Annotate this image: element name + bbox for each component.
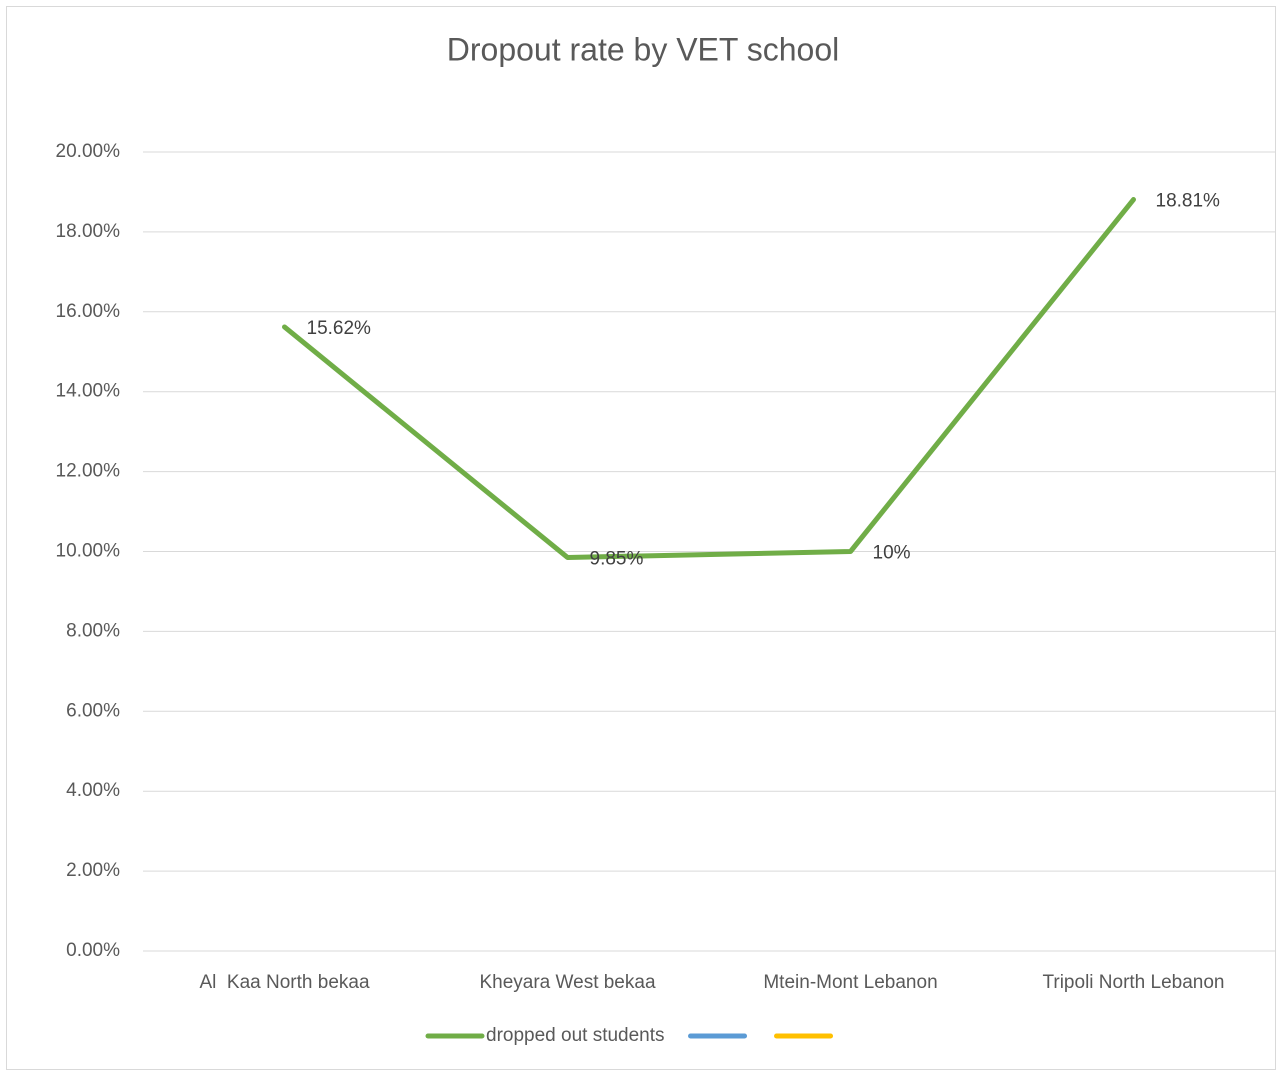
data-label: 9.85% bbox=[590, 549, 644, 570]
data-label: 15.62% bbox=[307, 318, 372, 339]
line bbox=[282, 197, 1136, 560]
data-label: 18.81% bbox=[1156, 191, 1221, 212]
x-tick-label: Mtein-Mont Lebanon bbox=[763, 972, 937, 993]
y-tick-label: 14.00% bbox=[56, 381, 121, 402]
y-tick-label: 16.00% bbox=[56, 301, 121, 322]
chart-border bbox=[6, 6, 1276, 1070]
y-tick-label: 20.00% bbox=[56, 141, 121, 162]
legend-label: dropped out students bbox=[486, 1025, 665, 1046]
y-tick-label: 12.00% bbox=[56, 461, 121, 482]
y-tick-label: 8.00% bbox=[66, 620, 120, 641]
chart-title: Dropout rate by VET school bbox=[447, 31, 840, 67]
y-tick-label: 0.00% bbox=[66, 940, 120, 961]
data-label: 10% bbox=[873, 543, 911, 564]
x-tick-label: Kheyara West bekaa bbox=[479, 972, 655, 993]
x-tick-label: Tripoli North Lebanon bbox=[1042, 972, 1224, 993]
x-tick-label: Al Kaa North bekaa bbox=[199, 972, 369, 993]
y-tick-label: 4.00% bbox=[66, 780, 120, 801]
y-tick-label: 2.00% bbox=[66, 860, 120, 881]
y-tick-label: 18.00% bbox=[56, 221, 121, 242]
y-tick-label: 6.00% bbox=[66, 700, 120, 721]
y-tick-label: 10.00% bbox=[56, 541, 121, 562]
